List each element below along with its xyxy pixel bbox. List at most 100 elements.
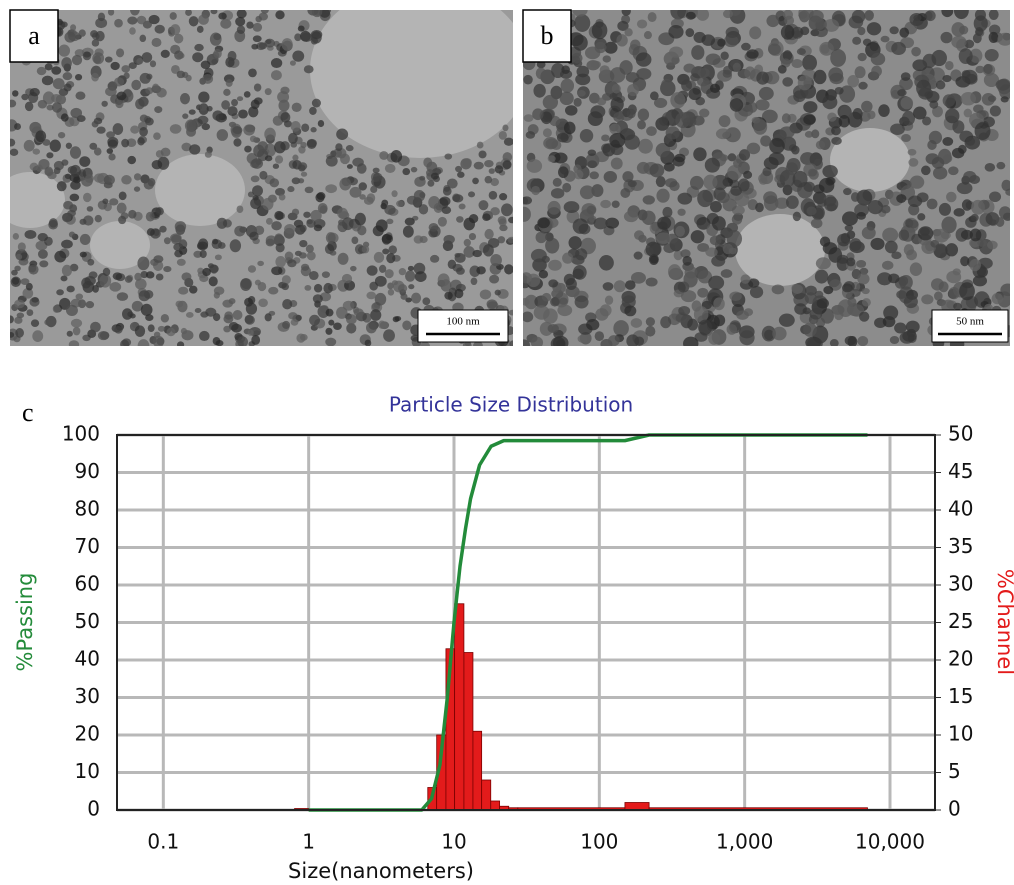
particle bbox=[157, 325, 166, 332]
particle bbox=[185, 74, 192, 82]
particle bbox=[50, 94, 62, 103]
particle bbox=[963, 108, 973, 118]
particle bbox=[354, 212, 366, 226]
particle bbox=[933, 228, 950, 243]
particle bbox=[563, 121, 576, 135]
particle bbox=[70, 24, 77, 31]
particle bbox=[153, 255, 164, 263]
particle bbox=[305, 244, 314, 253]
particle bbox=[553, 152, 568, 164]
particle bbox=[410, 166, 418, 173]
particle bbox=[525, 131, 536, 139]
particle bbox=[642, 195, 655, 205]
particle bbox=[696, 10, 710, 21]
particle bbox=[624, 134, 640, 150]
particle bbox=[139, 127, 148, 137]
particle bbox=[400, 293, 408, 300]
particle bbox=[133, 186, 141, 192]
panel-label-box bbox=[9, 9, 59, 63]
particle bbox=[444, 153, 453, 160]
particle bbox=[294, 33, 302, 42]
particle bbox=[866, 22, 882, 36]
particle bbox=[610, 96, 624, 112]
particle bbox=[774, 197, 789, 209]
particle bbox=[372, 172, 383, 183]
particle bbox=[303, 211, 311, 218]
particle bbox=[636, 19, 648, 29]
y-tick-label: 30 bbox=[75, 684, 100, 708]
particle bbox=[488, 168, 495, 174]
particle bbox=[756, 71, 770, 85]
particle bbox=[600, 199, 612, 209]
particle bbox=[621, 10, 631, 16]
particle bbox=[792, 170, 808, 188]
particle bbox=[1000, 96, 1009, 103]
particle bbox=[42, 139, 51, 146]
particle bbox=[297, 25, 305, 32]
particle bbox=[419, 175, 426, 181]
particle bbox=[558, 166, 569, 179]
particle bbox=[374, 292, 387, 306]
particle bbox=[366, 291, 377, 300]
particle bbox=[755, 99, 770, 111]
particle bbox=[194, 307, 202, 313]
particle bbox=[718, 115, 731, 128]
particle bbox=[852, 36, 862, 45]
particle bbox=[942, 154, 953, 163]
scale-bar-box bbox=[931, 309, 1009, 343]
particle bbox=[792, 211, 802, 222]
particle bbox=[829, 339, 839, 346]
particle bbox=[153, 132, 161, 140]
particle bbox=[130, 125, 140, 134]
particle bbox=[10, 148, 19, 156]
particle bbox=[75, 91, 86, 100]
particle bbox=[780, 24, 795, 40]
particle bbox=[669, 46, 684, 58]
particle bbox=[176, 341, 185, 346]
particle bbox=[405, 270, 416, 282]
particle bbox=[53, 167, 61, 175]
particle bbox=[136, 57, 144, 65]
particle bbox=[938, 202, 952, 216]
particle bbox=[503, 137, 513, 146]
particle bbox=[713, 314, 726, 327]
particle bbox=[155, 273, 164, 281]
particle bbox=[523, 206, 531, 222]
particle bbox=[953, 302, 962, 310]
particle bbox=[883, 305, 899, 320]
particle bbox=[200, 60, 211, 70]
particle bbox=[56, 181, 67, 192]
particle bbox=[984, 48, 999, 62]
particle bbox=[300, 141, 307, 149]
particle bbox=[235, 16, 246, 27]
particle bbox=[339, 177, 352, 191]
particle bbox=[814, 269, 829, 284]
particle bbox=[696, 216, 711, 230]
particle bbox=[486, 299, 498, 309]
particle bbox=[637, 108, 650, 121]
particle bbox=[478, 150, 487, 159]
particle bbox=[844, 335, 857, 346]
particle bbox=[462, 158, 472, 168]
particle bbox=[423, 157, 433, 168]
particle bbox=[180, 92, 190, 105]
particle bbox=[10, 99, 17, 108]
particle bbox=[622, 171, 634, 183]
particle bbox=[25, 282, 33, 291]
particle bbox=[259, 170, 268, 180]
particle bbox=[655, 176, 666, 188]
particle bbox=[84, 174, 94, 183]
x-tick-label: 10,000 bbox=[855, 830, 925, 854]
y2-tick-label: 40 bbox=[948, 497, 973, 521]
particle bbox=[313, 283, 323, 293]
particle bbox=[79, 233, 91, 246]
particle bbox=[959, 25, 969, 35]
particle bbox=[900, 72, 911, 81]
particle bbox=[490, 207, 500, 216]
particle bbox=[31, 297, 39, 303]
particle bbox=[228, 321, 239, 331]
particle bbox=[861, 100, 873, 113]
particle bbox=[131, 300, 144, 312]
particle bbox=[613, 280, 626, 293]
particle bbox=[62, 72, 73, 81]
